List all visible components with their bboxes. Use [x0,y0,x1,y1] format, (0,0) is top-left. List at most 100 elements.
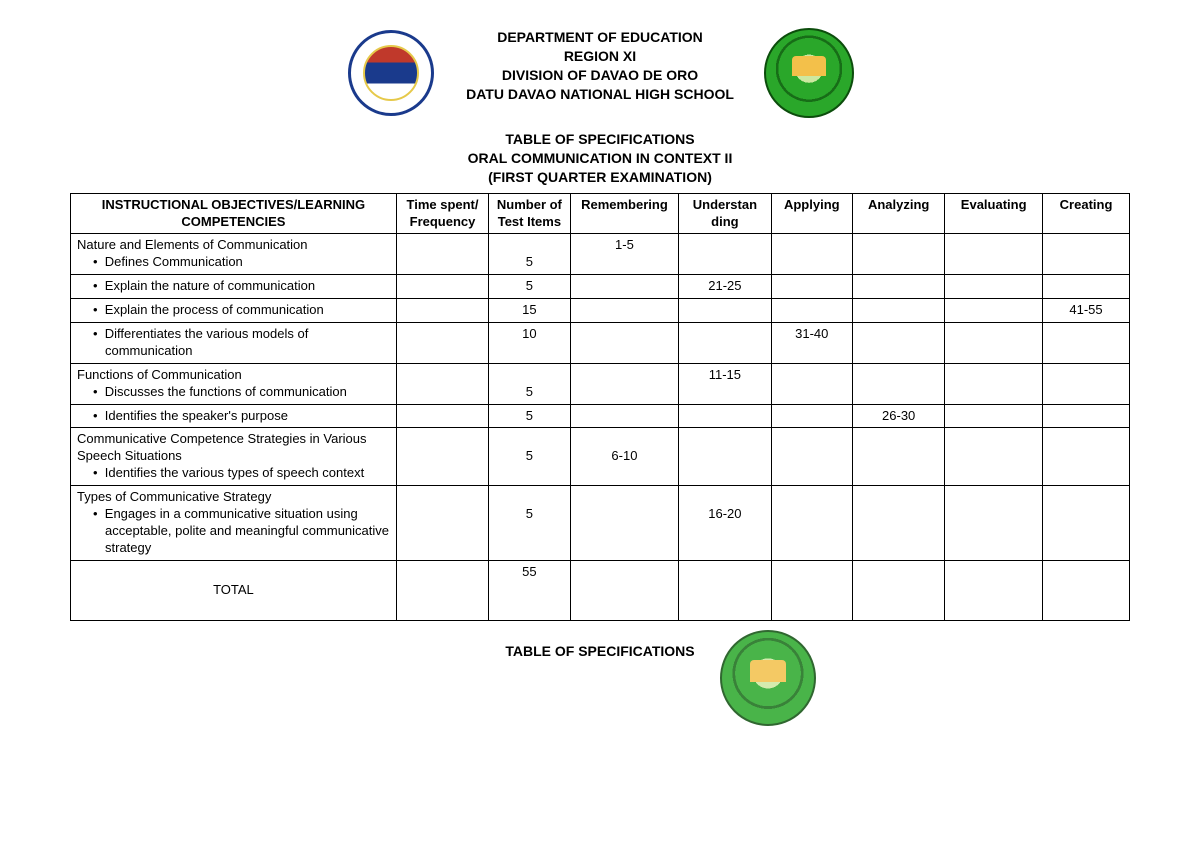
time-cell [396,275,488,299]
footer-title: TABLE OF SPECIFICATIONS [0,643,1200,659]
remembering-cell [570,363,679,404]
table-header-row: INSTRUCTIONAL OBJECTIVES/LEARNING COMPET… [71,193,1130,234]
header-line: DATU DAVAO NATIONAL HIGH SCHOOL [466,85,734,104]
table-column-header: Analyzing [853,193,945,234]
table-row: TOTAL55 [71,560,1130,620]
table-row: Types of Communicative StrategyEngages i… [71,486,1130,561]
competency-cell: Identifies the speaker's purpose [71,404,397,428]
time-cell [396,560,488,620]
time-cell [396,486,488,561]
analyzing-cell [853,363,945,404]
analyzing-cell [853,486,945,561]
sub-header-block: TABLE OF SPECIFICATIONS ORAL COMMUNICATI… [0,130,1200,187]
table-row: Explain the nature of communication 5 21-2… [71,275,1130,299]
analyzing-cell [853,428,945,486]
creating-cell [1043,404,1130,428]
analyzing-cell [853,560,945,620]
applying-cell [771,234,852,275]
evaluating-cell [945,275,1043,299]
evaluating-cell [945,323,1043,364]
items-cell: 5 [489,234,570,275]
time-cell [396,428,488,486]
table-column-header: Time spent/ Frequency [396,193,488,234]
evaluating-cell [945,363,1043,404]
analyzing-cell [853,299,945,323]
items-cell: 5 [489,275,570,299]
table-column-header: Understan ding [679,193,771,234]
table-row: Explain the process of communication 15 41… [71,299,1130,323]
table-body: Nature and Elements of CommunicationDefi… [71,234,1130,620]
applying-cell [771,299,852,323]
remembering-cell [570,323,679,364]
analyzing-cell [853,323,945,364]
competency-cell: Differentiates the various models of com… [71,323,397,364]
analyzing-cell [853,234,945,275]
items-cell: 5 [489,486,570,561]
items-cell: 15 [489,299,570,323]
time-cell [396,363,488,404]
header-line: REGION XI [466,47,734,66]
understanding-cell [679,404,771,428]
creating-cell [1043,428,1130,486]
specifications-table: INSTRUCTIONAL OBJECTIVES/LEARNING COMPET… [70,193,1130,621]
creating-cell [1043,323,1130,364]
sub-header-line: (FIRST QUARTER EXAMINATION) [0,168,1200,187]
evaluating-cell [945,486,1043,561]
competency-cell: Nature and Elements of CommunicationDefi… [71,234,397,275]
understanding-cell [679,234,771,275]
items-cell: 10 [489,323,570,364]
understanding-cell: 11-15 [679,363,771,404]
remembering-cell: 1-5 [570,234,679,275]
understanding-cell [679,299,771,323]
understanding-cell [679,323,771,364]
school-logo [764,28,854,118]
table-column-header: Creating [1043,193,1130,234]
table-column-header: Remembering [570,193,679,234]
evaluating-cell [945,234,1043,275]
applying-cell: 31-40 [771,323,852,364]
competency-cell: TOTAL [71,560,397,620]
evaluating-cell [945,299,1043,323]
remembering-cell [570,275,679,299]
applying-cell [771,560,852,620]
header-line: DIVISION OF DAVAO DE ORO [466,66,734,85]
remembering-cell [570,299,679,323]
understanding-cell: 16-20 [679,486,771,561]
table-column-header: INSTRUCTIONAL OBJECTIVES/LEARNING COMPET… [71,193,397,234]
creating-cell [1043,234,1130,275]
competency-cell: Explain the process of communication [71,299,397,323]
time-cell [396,404,488,428]
analyzing-cell: 26-30 [853,404,945,428]
header-line: DEPARTMENT OF EDUCATION [466,28,734,47]
understanding-cell [679,428,771,486]
competency-cell: Functions of CommunicationDiscusses the … [71,363,397,404]
competency-cell: Communicative Competence Strategies in V… [71,428,397,486]
competency-cell: Explain the nature of communication [71,275,397,299]
creating-cell: 41-55 [1043,299,1130,323]
table-row: Differentiates the various models of com… [71,323,1130,364]
applying-cell [771,428,852,486]
understanding-cell: 21-25 [679,275,771,299]
creating-cell [1043,560,1130,620]
time-cell [396,299,488,323]
creating-cell [1043,363,1130,404]
remembering-cell [570,404,679,428]
remembering-cell: 6-10 [570,428,679,486]
document-header: DEPARTMENT OF EDUCATION REGION XI DIVISI… [0,0,1200,118]
table-container: INSTRUCTIONAL OBJECTIVES/LEARNING COMPET… [0,193,1200,621]
applying-cell [771,486,852,561]
items-cell: 5 [489,363,570,404]
creating-cell [1043,275,1130,299]
table-row: Functions of CommunicationDiscusses the … [71,363,1130,404]
table-column-header: Number of Test Items [489,193,570,234]
table-row: Identifies the speaker's purpose 5 26-30 [71,404,1130,428]
items-cell: 5 [489,404,570,428]
applying-cell [771,404,852,428]
header-text-block: DEPARTMENT OF EDUCATION REGION XI DIVISI… [466,28,734,104]
items-cell: 5 [489,428,570,486]
applying-cell [771,363,852,404]
evaluating-cell [945,428,1043,486]
analyzing-cell [853,275,945,299]
understanding-cell [679,560,771,620]
sub-header-line: TABLE OF SPECIFICATIONS [0,130,1200,149]
